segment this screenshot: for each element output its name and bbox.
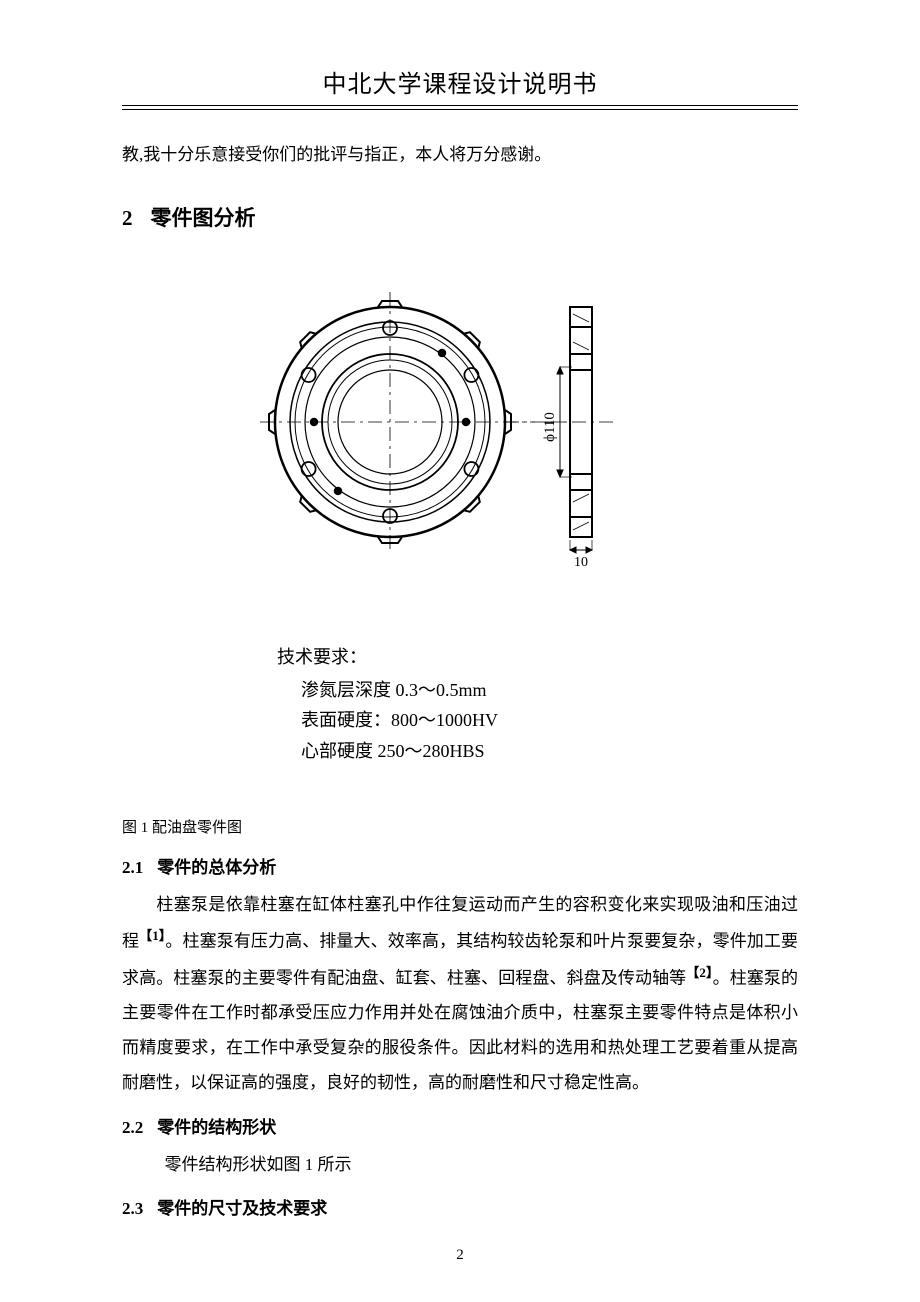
- section-2-1-heading: 2.1 零件的总体分析: [122, 853, 798, 878]
- figure-1-caption: 图 1 配油盘零件图: [122, 816, 798, 837]
- technical-requirements-block: 技术要求： 渗氮层深度 0.3～0.5mm 表面硬度：800～1000HV 心部…: [277, 642, 798, 766]
- tech-req-line-1: 渗氮层深度 0.3～0.5mm: [301, 675, 798, 706]
- section-2-number: 2: [122, 206, 133, 230]
- section-2-heading: 2 零件图分析: [122, 202, 798, 232]
- section-2-3-heading: 2.3 零件的尺寸及技术要求: [122, 1194, 798, 1219]
- page-number: 2: [456, 1247, 464, 1264]
- section-2-1-body: 柱塞泵是依靠柱塞在缸体柱塞孔中作往复运动而产生的容积变化来实现吸油和压油过程【1…: [122, 888, 798, 1100]
- section-2-2-heading: 2.2 零件的结构形状: [122, 1113, 798, 1138]
- page-header-title: 中北大学课程设计说明书: [122, 64, 798, 105]
- section-2-1-title: 零件的总体分析: [157, 858, 276, 877]
- section-2-title: 零件图分析: [151, 206, 256, 230]
- section-2-3-title: 零件的尺寸及技术要求: [157, 1199, 327, 1218]
- header-rule-thin: [122, 109, 798, 110]
- svg-text:ϕ110: ϕ110: [542, 412, 558, 442]
- citation-2: 【2】: [686, 965, 712, 980]
- section-2-1-number: 2.1: [122, 858, 143, 877]
- section-2-2-title: 零件的结构形状: [157, 1118, 276, 1137]
- svg-text:10: 10: [574, 555, 588, 570]
- tech-req-line-3: 心部硬度 250～280HBS: [301, 736, 798, 767]
- section-2-2-body: 零件结构形状如图 1 所示: [122, 1148, 798, 1182]
- continuation-paragraph: 教,我十分乐意接受你们的批评与指正，本人将万分感谢。: [122, 138, 798, 172]
- citation-1: 【1】: [139, 928, 165, 943]
- tech-req-line-2: 表面硬度：800～1000HV: [301, 705, 798, 736]
- figure-1-drawing: ϕ110 10: [122, 272, 798, 612]
- section-2-2-number: 2.2: [122, 1118, 143, 1137]
- tech-req-title: 技术要求：: [277, 642, 798, 673]
- section-2-3-number: 2.3: [122, 1199, 143, 1218]
- header-rule-thick: [122, 105, 798, 106]
